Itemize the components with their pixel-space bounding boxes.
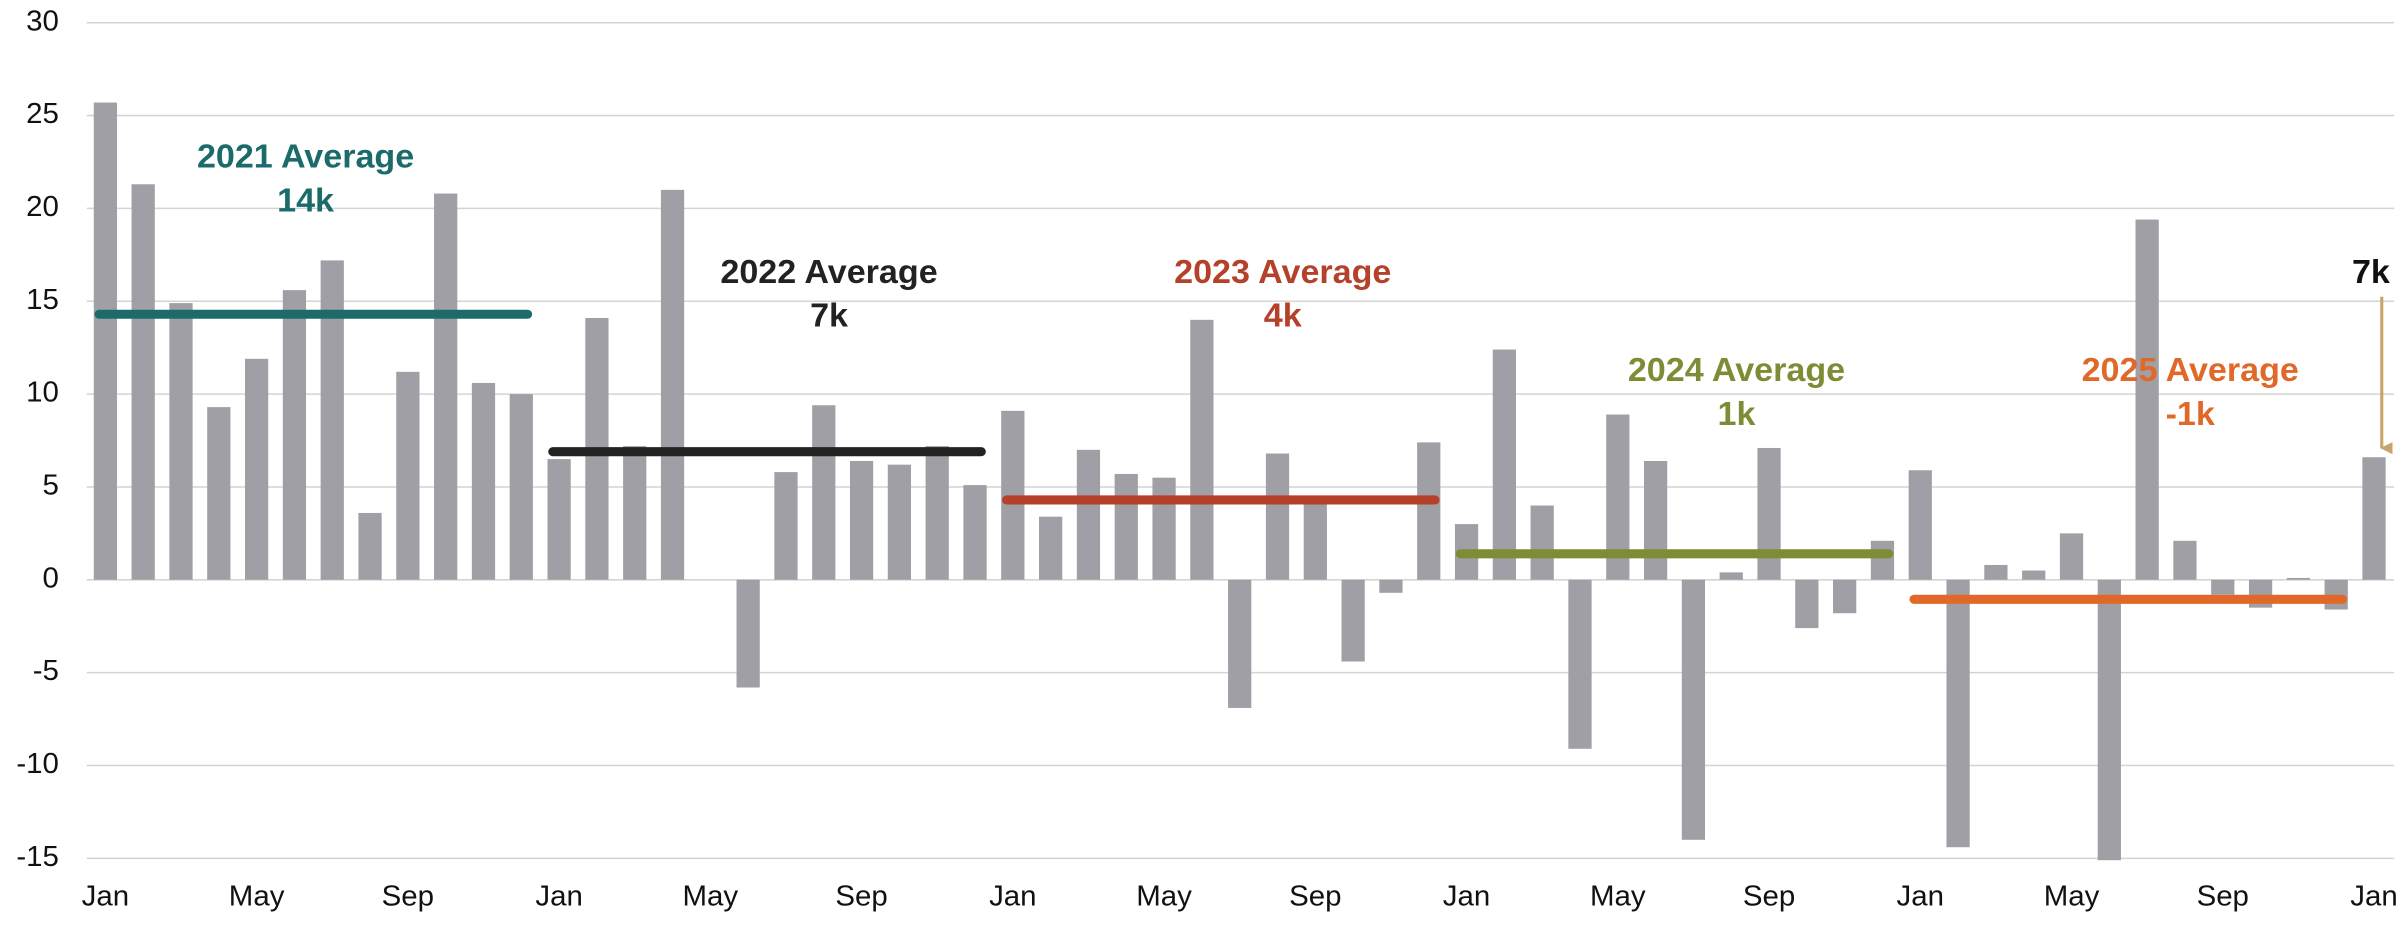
bar xyxy=(320,260,344,580)
bar xyxy=(358,512,382,580)
bar xyxy=(1379,579,1403,593)
bar xyxy=(1001,410,1025,580)
bar xyxy=(925,446,949,580)
bar xyxy=(1870,540,1895,580)
bar xyxy=(509,394,533,580)
bar xyxy=(1417,442,1441,580)
bar xyxy=(1833,579,1857,614)
x-tick-label: Sep xyxy=(1289,881,1341,913)
bar xyxy=(1568,579,1592,749)
bar xyxy=(623,446,647,580)
x-tick-label: May xyxy=(2044,881,2100,913)
bar xyxy=(1795,579,1819,629)
bar xyxy=(2362,457,2386,580)
bar xyxy=(1946,579,1970,848)
x-tick-label: Jan xyxy=(2350,881,2397,913)
bar xyxy=(1757,447,1781,580)
bar xyxy=(244,358,269,580)
bar xyxy=(1039,516,1063,580)
average-label: 2024 Average xyxy=(1628,352,1845,390)
bar xyxy=(2324,579,2348,610)
bar xyxy=(2135,219,2159,580)
bar xyxy=(963,485,987,580)
bar xyxy=(1303,499,1327,580)
x-tick-label: Jan xyxy=(535,881,582,913)
bar xyxy=(207,407,231,580)
annotation: 7k xyxy=(2352,253,2390,291)
x-tick-label: May xyxy=(229,881,285,913)
bar xyxy=(396,371,420,580)
average-value: 7k xyxy=(810,297,848,335)
bar xyxy=(774,472,798,580)
average-label: 2021 Average xyxy=(197,138,414,176)
bar xyxy=(547,459,571,580)
bar xyxy=(2286,577,2311,580)
bar xyxy=(1908,470,1932,580)
bar xyxy=(1076,449,1101,580)
y-tick-label: -10 xyxy=(16,748,59,780)
y-tick-label: 10 xyxy=(26,377,59,409)
y-tick-label: -5 xyxy=(33,656,59,688)
average-label: 2025 Average xyxy=(2082,352,2299,390)
average-value: 4k xyxy=(1264,297,1302,335)
x-tick-label: Jan xyxy=(1897,881,1944,913)
x-tick-label: Jan xyxy=(1443,881,1490,913)
bar xyxy=(1265,453,1290,580)
bar xyxy=(1719,572,1743,580)
bar xyxy=(93,102,117,580)
bar xyxy=(736,579,760,688)
x-tick-label: May xyxy=(683,881,739,913)
x-tick-label: Sep xyxy=(835,881,887,913)
x-tick-label: May xyxy=(1136,881,1192,913)
x-tick-label: Sep xyxy=(1743,881,1795,913)
bar xyxy=(1152,477,1176,580)
bar xyxy=(1606,414,1630,580)
bar xyxy=(1643,460,1668,580)
bar xyxy=(812,405,836,580)
bar xyxy=(471,382,496,580)
bar xyxy=(1228,579,1252,708)
bar xyxy=(1681,579,1706,840)
bar xyxy=(282,290,307,580)
bar xyxy=(849,460,874,580)
bar xyxy=(1114,473,1138,580)
y-tick-label: 20 xyxy=(26,191,59,223)
y-tick-label: -15 xyxy=(16,841,59,873)
bar xyxy=(1341,579,1365,662)
bar xyxy=(2097,579,2121,861)
x-tick-label: May xyxy=(1590,881,1646,913)
bar xyxy=(660,189,685,580)
average-value: -1k xyxy=(2166,395,2216,433)
bar xyxy=(2022,570,2046,580)
bar xyxy=(131,184,155,580)
x-tick-label: Jan xyxy=(989,881,1036,913)
average-value: 1k xyxy=(1718,395,1756,433)
bar xyxy=(169,303,193,580)
bar xyxy=(2211,579,2235,595)
y-tick-label: 30 xyxy=(26,6,59,38)
x-tick-label: Sep xyxy=(382,881,434,913)
bar xyxy=(887,464,912,580)
y-tick-label: 5 xyxy=(43,470,59,502)
bar xyxy=(434,193,458,580)
average-label: 2022 Average xyxy=(720,253,937,291)
y-tick-label: 15 xyxy=(26,284,59,316)
average-label: 2023 Average xyxy=(1174,253,1391,291)
x-tick-label: Sep xyxy=(2197,881,2249,913)
average-value: 14k xyxy=(277,182,334,220)
y-tick-label: 0 xyxy=(43,563,59,595)
y-tick-label: 25 xyxy=(26,98,59,130)
bar xyxy=(1190,319,1214,580)
bar xyxy=(1984,564,2008,580)
bar xyxy=(2059,533,2084,580)
bar xyxy=(1530,505,1554,580)
bar xyxy=(1492,349,1516,580)
bar xyxy=(2173,540,2197,580)
x-tick-label: Jan xyxy=(82,881,129,913)
